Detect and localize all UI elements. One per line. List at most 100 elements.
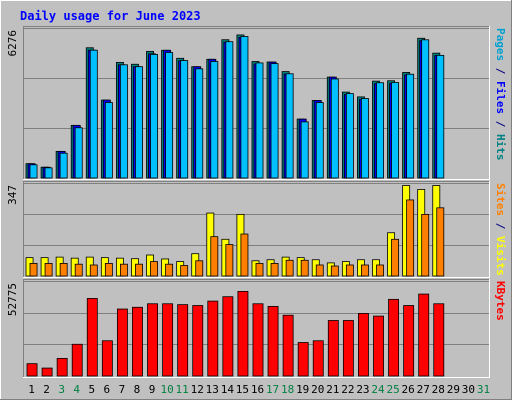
- bar-middle-sites-8: [135, 263, 143, 277]
- bar-middle-sites-17: [270, 263, 279, 277]
- x-tick-label: 26: [402, 383, 415, 396]
- x-tick-label: 15: [236, 383, 249, 396]
- x-tick-label: 10: [160, 383, 173, 396]
- bar-middle-sites-25: [391, 238, 400, 277]
- bar-bottom-kbytes-23: [358, 313, 369, 377]
- bar-bottom-kbytes-2: [41, 367, 53, 377]
- bar-bottom-kbytes-5: [86, 298, 98, 377]
- bar-bottom-kbytes-16: [252, 303, 264, 377]
- x-tick-label: 24: [371, 383, 385, 396]
- bar-bottom-kbytes-9: [147, 303, 158, 377]
- bar-middle-sites-22: [345, 264, 354, 277]
- x-tick-label: 19: [296, 383, 309, 396]
- x-tick-label: 25: [386, 383, 399, 396]
- bar-bottom-kbytes-21: [327, 320, 339, 377]
- bar-middle-sites-1: [29, 263, 38, 277]
- bar-middle-sites-3: [59, 263, 68, 277]
- bar-top-pages-7: [119, 64, 128, 179]
- x-tick-label: 12: [191, 383, 204, 396]
- x-tick-label: 14: [221, 383, 235, 396]
- x-tick-label: 6: [104, 383, 111, 396]
- bar-middle-sites-2: [44, 263, 53, 277]
- chart-title: Daily usage for June 2023: [20, 9, 201, 23]
- x-tick-label: 30: [462, 383, 475, 396]
- bar-top-pages-23: [361, 98, 369, 179]
- bar-top-pages-6: [104, 102, 113, 179]
- bar-bottom-kbytes-8: [132, 306, 143, 377]
- bar-top-pages-1: [29, 164, 38, 179]
- x-tick-label: 18: [281, 383, 294, 396]
- x-tick-label: 16: [251, 383, 264, 396]
- panel-top-legend: Pages / Files / Hits: [494, 28, 507, 161]
- panel-middle-max-label: 347: [6, 185, 19, 205]
- x-tick-label: 1: [28, 383, 35, 396]
- bar-top-pages-3: [59, 152, 68, 179]
- bar-bottom-kbytes-17: [267, 305, 279, 377]
- bar-top-pages-17: [270, 63, 279, 179]
- bar-top-pages-22: [345, 93, 354, 179]
- bar-bottom-kbytes-1: [26, 363, 38, 377]
- bar-middle-sites-7: [119, 263, 128, 277]
- bar-bottom-kbytes-26: [403, 305, 415, 377]
- bar-middle-sites-21: [330, 265, 339, 277]
- bar-bottom-kbytes-20: [312, 340, 324, 377]
- x-tick-label: 23: [356, 383, 369, 396]
- bar-bottom-kbytes-19: [297, 342, 309, 377]
- bar-middle-sites-6: [104, 263, 113, 277]
- bar-top-pages-21: [330, 78, 339, 179]
- bar-top-pages-15: [240, 36, 249, 179]
- bar-middle-sites-14: [225, 244, 234, 277]
- bar-middle-sites-13: [210, 236, 219, 277]
- bar-middle-sites-15: [240, 233, 249, 277]
- bar-bottom-kbytes-6: [101, 340, 113, 377]
- x-tick-label: 29: [447, 383, 460, 396]
- bar-bottom-kbytes-3: [56, 357, 68, 377]
- bar-bottom-kbytes-18: [282, 314, 294, 377]
- bar-bottom-kbytes-10: [162, 303, 174, 377]
- bar-middle-sites-27: [421, 213, 430, 277]
- bar-bottom-kbytes-15: [237, 291, 249, 377]
- bar-middle-sites-16: [255, 263, 264, 277]
- bar-middle-sites-11: [180, 265, 189, 277]
- bar-middle-sites-23: [361, 264, 369, 277]
- bar-top-pages-12: [195, 68, 204, 179]
- x-tick-label: 7: [119, 383, 126, 396]
- x-tick-label: 27: [417, 383, 430, 396]
- bar-bottom-kbytes-27: [418, 293, 430, 377]
- bar-bottom-kbytes-25: [388, 298, 400, 377]
- bar-top-pages-14: [225, 41, 234, 179]
- x-tick-label: 5: [88, 383, 95, 396]
- bar-top-pages-24: [376, 82, 384, 179]
- bar-top-pages-18: [285, 73, 294, 179]
- bar-middle-sites-5: [89, 264, 98, 277]
- panel-middle-legend-part: /: [494, 216, 507, 236]
- bar-bottom-kbytes-14: [222, 296, 234, 377]
- bar-top-pages-20: [315, 102, 324, 179]
- panel-top-max-label: 6276: [6, 30, 19, 57]
- panel-middle-legend-part: Sites: [494, 183, 507, 216]
- bar-top-pages-10: [165, 52, 174, 179]
- bar-top-pages-2: [44, 167, 53, 179]
- bar-middle-sites-18: [285, 259, 294, 277]
- x-tick-label: 21: [326, 383, 339, 396]
- bar-middle-sites-10: [165, 263, 174, 277]
- x-tick-label: 28: [432, 383, 445, 396]
- panel-top-legend-part: /: [494, 61, 507, 81]
- bar-top-pages-4: [74, 127, 83, 179]
- x-tick-label: 4: [73, 383, 80, 396]
- bar-top-pages-11: [180, 60, 189, 179]
- x-tick-label: 13: [206, 383, 219, 396]
- x-tick-label: 22: [341, 383, 354, 396]
- x-tick-label: 11: [176, 383, 189, 396]
- x-tick-label: 20: [311, 383, 324, 396]
- bar-middle-sites-4: [74, 263, 83, 277]
- bar-bottom-kbytes-22: [342, 320, 354, 377]
- panel-top-legend-part: /: [494, 114, 507, 134]
- x-tick-label: 31: [477, 383, 490, 396]
- bar-top-pages-5: [89, 49, 98, 179]
- bar-top-pages-16: [255, 62, 264, 179]
- bar-top-pages-8: [135, 66, 143, 179]
- bar-top-pages-25: [391, 82, 400, 179]
